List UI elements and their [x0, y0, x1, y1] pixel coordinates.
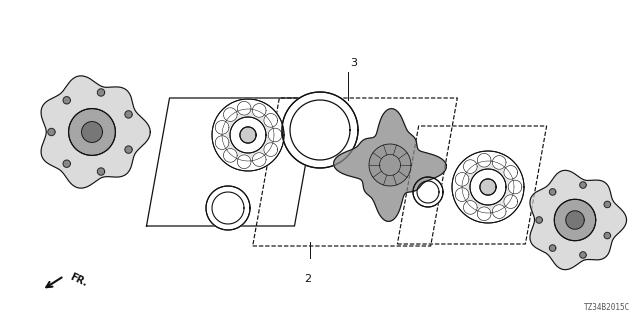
- Polygon shape: [480, 179, 496, 195]
- Polygon shape: [604, 201, 611, 208]
- Polygon shape: [455, 172, 469, 186]
- Polygon shape: [369, 144, 411, 186]
- Polygon shape: [463, 160, 477, 173]
- Polygon shape: [125, 111, 132, 118]
- Polygon shape: [48, 128, 55, 136]
- Polygon shape: [252, 104, 266, 117]
- Polygon shape: [223, 148, 237, 162]
- Polygon shape: [252, 153, 266, 166]
- Text: FR.: FR.: [68, 272, 88, 288]
- Polygon shape: [240, 127, 256, 143]
- Polygon shape: [508, 180, 522, 194]
- Polygon shape: [215, 121, 229, 134]
- Text: 2: 2: [305, 274, 312, 284]
- Polygon shape: [462, 161, 514, 213]
- Polygon shape: [97, 168, 105, 175]
- Polygon shape: [215, 136, 229, 149]
- Polygon shape: [554, 199, 596, 241]
- Polygon shape: [470, 169, 506, 205]
- Polygon shape: [549, 245, 556, 251]
- Polygon shape: [282, 92, 358, 168]
- Polygon shape: [237, 155, 251, 169]
- Polygon shape: [97, 89, 105, 96]
- Polygon shape: [504, 195, 518, 208]
- Polygon shape: [530, 170, 627, 270]
- Polygon shape: [492, 156, 506, 169]
- Polygon shape: [580, 252, 586, 258]
- Polygon shape: [212, 99, 284, 171]
- Polygon shape: [223, 108, 237, 121]
- Polygon shape: [268, 128, 282, 142]
- Polygon shape: [82, 122, 102, 142]
- Polygon shape: [504, 165, 518, 179]
- Polygon shape: [63, 97, 70, 104]
- Polygon shape: [463, 201, 477, 214]
- Polygon shape: [455, 188, 469, 202]
- Polygon shape: [536, 217, 542, 223]
- Polygon shape: [230, 117, 266, 153]
- Polygon shape: [477, 207, 491, 220]
- Polygon shape: [206, 186, 250, 230]
- Polygon shape: [222, 109, 274, 161]
- Polygon shape: [413, 177, 443, 207]
- Polygon shape: [492, 205, 506, 218]
- Polygon shape: [604, 232, 611, 239]
- Polygon shape: [477, 153, 491, 167]
- Polygon shape: [237, 101, 251, 115]
- Polygon shape: [41, 76, 150, 188]
- Text: 3: 3: [350, 58, 357, 68]
- Polygon shape: [63, 160, 70, 167]
- Polygon shape: [333, 108, 446, 221]
- Polygon shape: [549, 189, 556, 195]
- Polygon shape: [125, 146, 132, 153]
- Polygon shape: [566, 211, 584, 229]
- Polygon shape: [452, 151, 524, 223]
- Polygon shape: [68, 108, 115, 156]
- Polygon shape: [580, 182, 586, 188]
- Polygon shape: [264, 143, 278, 156]
- Text: TZ34B2015C: TZ34B2015C: [584, 303, 630, 312]
- Polygon shape: [264, 114, 278, 127]
